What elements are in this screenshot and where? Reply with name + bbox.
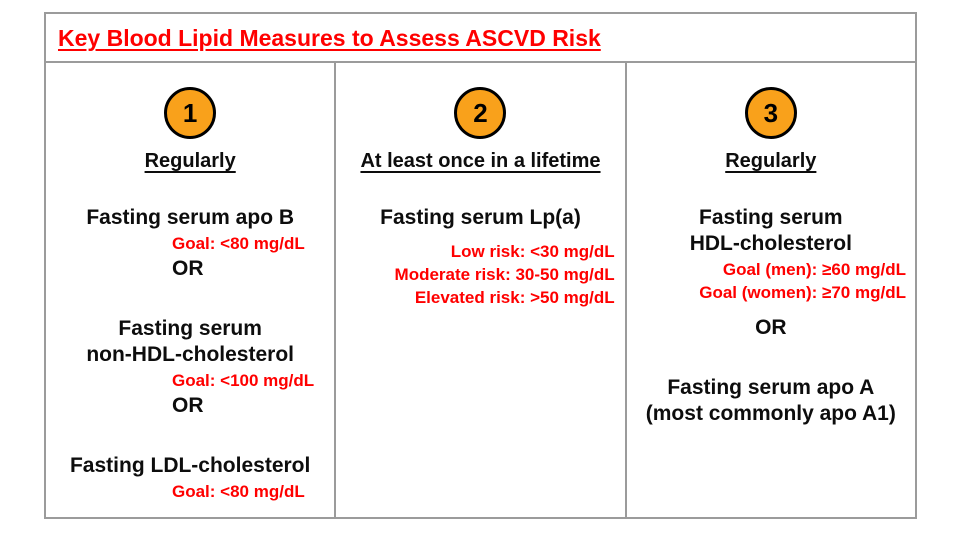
column-header: 2 At least once in a lifetime xyxy=(336,63,624,173)
measure-line: Fasting serum non-HDL-cholesterol xyxy=(86,317,294,366)
step-3-badge: 3 xyxy=(744,87,797,139)
column-apo-b: 1 Regularly Fasting serum apo B Goal: <80… xyxy=(46,63,334,517)
title-row: Key Blood Lipid Measures to Assess ASCVD… xyxy=(46,14,915,63)
or-line: OR xyxy=(172,394,204,417)
column-hdl: 3 Regularly Fasting serum HDL-cholestero… xyxy=(627,63,915,517)
step-2-badge: 2 xyxy=(454,87,507,139)
goal-line: Low risk: <30 mg/dL xyxy=(450,242,615,261)
step-1-badge: 1 xyxy=(164,87,217,139)
columns-container: 1 Regularly Fasting serum apo B Goal: <80… xyxy=(46,63,915,517)
page-title: Key Blood Lipid Measures to Assess ASCVD… xyxy=(58,25,601,51)
measure-line: Fasting serum apo A (most commonly apo A… xyxy=(645,376,896,425)
goal-line: Elevated risk: >50 mg/dL xyxy=(414,288,615,307)
goal-line: Goal (women): ≥70 mg/dL xyxy=(699,283,906,302)
goal-line: Goal: <80 mg/dL xyxy=(172,234,305,253)
frequency-label: At least once in a lifetime xyxy=(360,150,601,172)
goal-line: Moderate risk: 30-50 mg/dL xyxy=(394,265,615,284)
measure-line: Fasting serum apo B xyxy=(86,206,295,229)
goal-line: Goal (men): ≥60 mg/dL xyxy=(722,260,906,279)
or-line: OR xyxy=(755,316,787,339)
column-content: Fasting serum Lp(a) Low risk: <30 mg/dL Mo… xyxy=(336,173,624,308)
goal-line: Goal: <100 mg/dL xyxy=(172,371,315,390)
measure-line: Fasting LDL-cholesterol xyxy=(69,454,311,477)
measure-line: Fasting serum HDL-cholesterol xyxy=(689,206,852,255)
frequency-label: Regularly xyxy=(144,150,236,172)
table-frame: Key Blood Lipid Measures to Assess ASCVD… xyxy=(44,12,917,519)
goal-line: Goal: <80 mg/dL xyxy=(172,482,305,501)
measure-line: Fasting serum Lp(a) xyxy=(380,206,581,229)
column-content: Fasting serum apo B Goal: <80 mg/dL OR Fast… xyxy=(46,173,334,502)
column-content: Fasting serum HDL-cholesterol Goal (men):… xyxy=(627,173,915,427)
column-header: 1 Regularly xyxy=(46,63,334,173)
column-header: 3 Regularly xyxy=(627,63,915,173)
or-line: OR xyxy=(172,257,204,280)
frequency-label: Regularly xyxy=(725,150,817,172)
column-lp-a: 2 At least once in a lifetime Fasting se… xyxy=(334,63,627,517)
